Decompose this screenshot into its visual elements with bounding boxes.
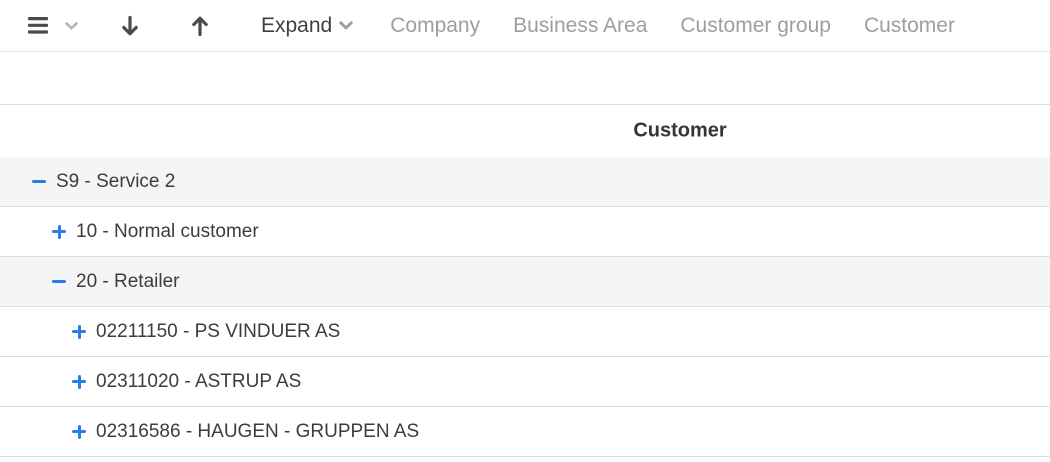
expand-icon[interactable]	[52, 224, 66, 239]
expand-icon[interactable]	[72, 324, 86, 339]
tree-row[interactable]: 02316586 - HAUGEN - GRUPPEN AS	[0, 407, 1050, 457]
collapse-icon[interactable]	[52, 275, 66, 289]
arrow-down-icon[interactable]	[119, 14, 141, 38]
chevron-down-icon[interactable]	[64, 21, 79, 31]
grouping-level-labels: Company Business Area Customer group Cus…	[390, 14, 955, 38]
tree-row[interactable]: 02311020 - ASTRUP AS	[0, 357, 1050, 407]
level-label-business-area[interactable]: Business Area	[513, 13, 648, 37]
tree-row[interactable]: S9 - Service 2	[0, 157, 1050, 207]
tree-row[interactable]: 10 - Normal customer	[0, 207, 1050, 257]
tree-row-label: 02316586 - HAUGEN - GRUPPEN AS	[96, 420, 420, 442]
tree-row[interactable]: 20 - Retailer	[0, 257, 1050, 307]
chevron-down-icon	[338, 20, 354, 31]
table-header-row: Customer	[0, 104, 1050, 157]
collapse-icon[interactable]	[32, 175, 46, 189]
expand-icon[interactable]	[72, 374, 86, 389]
tree-row[interactable]: 02211150 - PS VINDUER AS	[0, 307, 1050, 357]
level-label-company[interactable]: Company	[390, 13, 481, 37]
expand-dropdown-label: Expand	[261, 13, 333, 37]
expand-icon[interactable]	[72, 424, 86, 439]
tree-row-label: 02211150 - PS VINDUER AS	[96, 320, 341, 342]
arrow-up-icon[interactable]	[189, 14, 211, 38]
tree-row-label: 20 - Retailer	[76, 270, 180, 292]
tree-row-label: 02311020 - ASTRUP AS	[96, 370, 302, 392]
level-label-customer-group[interactable]: Customer group	[680, 13, 831, 37]
expand-dropdown[interactable]: Expand	[261, 14, 354, 38]
column-header-customer: Customer	[633, 119, 727, 142]
spacer-band	[0, 52, 1050, 104]
tree-rows: S9 - Service 2 10 - Normal customer 20 -…	[0, 157, 1050, 457]
menu-icon[interactable]	[28, 17, 48, 34]
toolbar: Expand Company Business Area Customer gr…	[0, 0, 1050, 52]
tree-row-label: 10 - Normal customer	[76, 220, 259, 242]
tree-row-label: S9 - Service 2	[56, 170, 176, 192]
level-label-customer[interactable]: Customer	[863, 13, 955, 37]
